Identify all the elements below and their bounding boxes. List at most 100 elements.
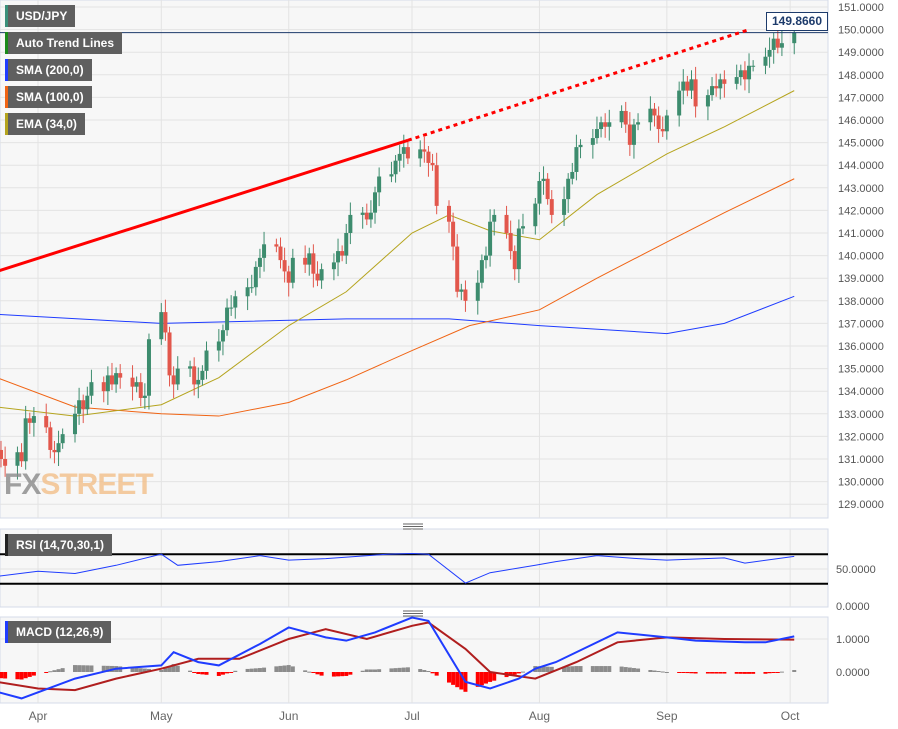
macd-histogram-bar xyxy=(389,668,394,672)
macd-histogram-bar xyxy=(590,666,595,672)
macd-histogram-bar xyxy=(447,672,451,683)
macd-histogram-bar xyxy=(520,671,525,673)
macd-histogram-bar xyxy=(393,668,398,672)
legend-sma200[interactable]: SMA (200,0) xyxy=(5,59,92,81)
legend-symbol[interactable]: USD/JPY xyxy=(5,5,76,27)
candle-body xyxy=(130,377,135,387)
month-tick-label: Jul xyxy=(404,709,419,723)
candle-body xyxy=(718,79,723,89)
macd-histogram-bar xyxy=(220,672,225,675)
candle-body xyxy=(315,273,320,281)
candle-body xyxy=(652,108,657,116)
candle-body xyxy=(656,115,661,130)
candle-body xyxy=(677,90,682,116)
candle-body xyxy=(492,214,497,222)
legend-label: Auto Trend Lines xyxy=(16,36,115,50)
candle-body xyxy=(109,375,114,385)
legend-ema34[interactable]: EMA (34,0) xyxy=(5,113,85,135)
candle-body xyxy=(422,149,427,152)
macd-histogram-bar xyxy=(31,672,36,676)
macd-histogram-bar xyxy=(664,672,669,673)
macd-histogram-bar xyxy=(48,671,53,673)
candle-body xyxy=(742,70,747,80)
candle-body xyxy=(508,233,513,252)
candle-body xyxy=(747,65,752,80)
candle-body xyxy=(377,176,382,193)
macd-histogram-bar xyxy=(167,666,172,672)
legend-swatch xyxy=(5,5,8,27)
legend-trend-lines[interactable]: Auto Trend Lines xyxy=(5,32,123,54)
candle-body xyxy=(319,269,324,281)
macd-histogram-bar xyxy=(85,665,90,672)
price-tick-label: 149.0000 xyxy=(838,47,884,59)
candle-body xyxy=(118,373,123,378)
month-tick-label: Oct xyxy=(781,709,800,723)
price-tick-label: 147.0000 xyxy=(838,92,884,104)
candle-body xyxy=(578,144,583,148)
macd-histogram-bar xyxy=(751,672,756,674)
candle-body xyxy=(623,110,628,125)
candle-body xyxy=(225,307,230,331)
candle-body xyxy=(738,70,743,78)
macd-histogram-bar xyxy=(455,672,460,688)
price-tick-label: 148.0000 xyxy=(838,70,884,82)
trend-line-solid xyxy=(0,138,409,273)
candle-body xyxy=(541,178,546,182)
candle-body xyxy=(734,77,739,84)
legend-rsi[interactable]: RSI (14,70,30,1) xyxy=(5,534,113,556)
macd-histogram-bar xyxy=(693,672,698,674)
candle-body xyxy=(463,289,468,301)
candle-body xyxy=(681,81,686,91)
month-tick-label: Aug xyxy=(529,709,550,723)
macd-histogram-bar xyxy=(44,672,49,673)
macd-histogram-bar xyxy=(623,667,628,672)
candle-body xyxy=(101,382,106,392)
macd-histogram-bar xyxy=(492,672,497,681)
macd-histogram-bar xyxy=(216,672,221,676)
candle-body xyxy=(590,138,595,145)
candle-body xyxy=(216,341,221,351)
candle-body xyxy=(533,203,538,227)
candle-body xyxy=(570,171,575,179)
macd-histogram-bar xyxy=(249,668,254,672)
macd-histogram-bar xyxy=(636,668,641,672)
macd-histogram-bar xyxy=(138,668,143,672)
trend-line[interactable] xyxy=(0,28,750,273)
candle-body xyxy=(488,221,493,256)
macd-histogram-bar xyxy=(225,672,230,674)
macd-histogram-bar xyxy=(660,671,665,673)
macd-histogram-bar xyxy=(718,672,723,674)
macd-histogram-bar xyxy=(130,667,135,672)
indicator-overlays xyxy=(0,90,795,417)
macd-histogram-bar xyxy=(512,672,517,675)
macd-histogram-bar xyxy=(656,671,661,673)
macd-histogram-bar xyxy=(368,669,373,672)
candle-body xyxy=(360,212,365,215)
macd-histogram-bar xyxy=(278,665,283,672)
candle-body xyxy=(307,253,312,265)
legend-sma100[interactable]: SMA (100,0) xyxy=(5,86,92,108)
candle-body xyxy=(594,129,599,139)
candle-body xyxy=(48,427,53,450)
candle-body xyxy=(245,287,250,297)
macd-histogram-bar xyxy=(89,665,94,672)
macd-histogram-bar xyxy=(60,668,65,672)
macd-histogram-bar xyxy=(290,666,295,672)
price-tick-label: 139.0000 xyxy=(838,273,884,285)
candle-body xyxy=(56,443,61,453)
candle-body xyxy=(767,49,772,57)
macd-histogram-bar xyxy=(763,672,768,674)
candle-body xyxy=(418,149,423,159)
candle-body xyxy=(0,449,4,459)
candle-body xyxy=(710,86,715,96)
candle-body xyxy=(253,266,258,288)
macd-histogram-bar xyxy=(344,672,349,676)
logo-street: STREET xyxy=(40,468,153,501)
price-tick-label: 129.0000 xyxy=(838,499,884,511)
legend-macd[interactable]: MACD (12,26,9) xyxy=(5,621,112,643)
candle-body xyxy=(405,147,410,159)
candle-body xyxy=(303,257,308,265)
candle-body xyxy=(574,147,579,172)
macd-histogram-bar xyxy=(373,669,378,672)
